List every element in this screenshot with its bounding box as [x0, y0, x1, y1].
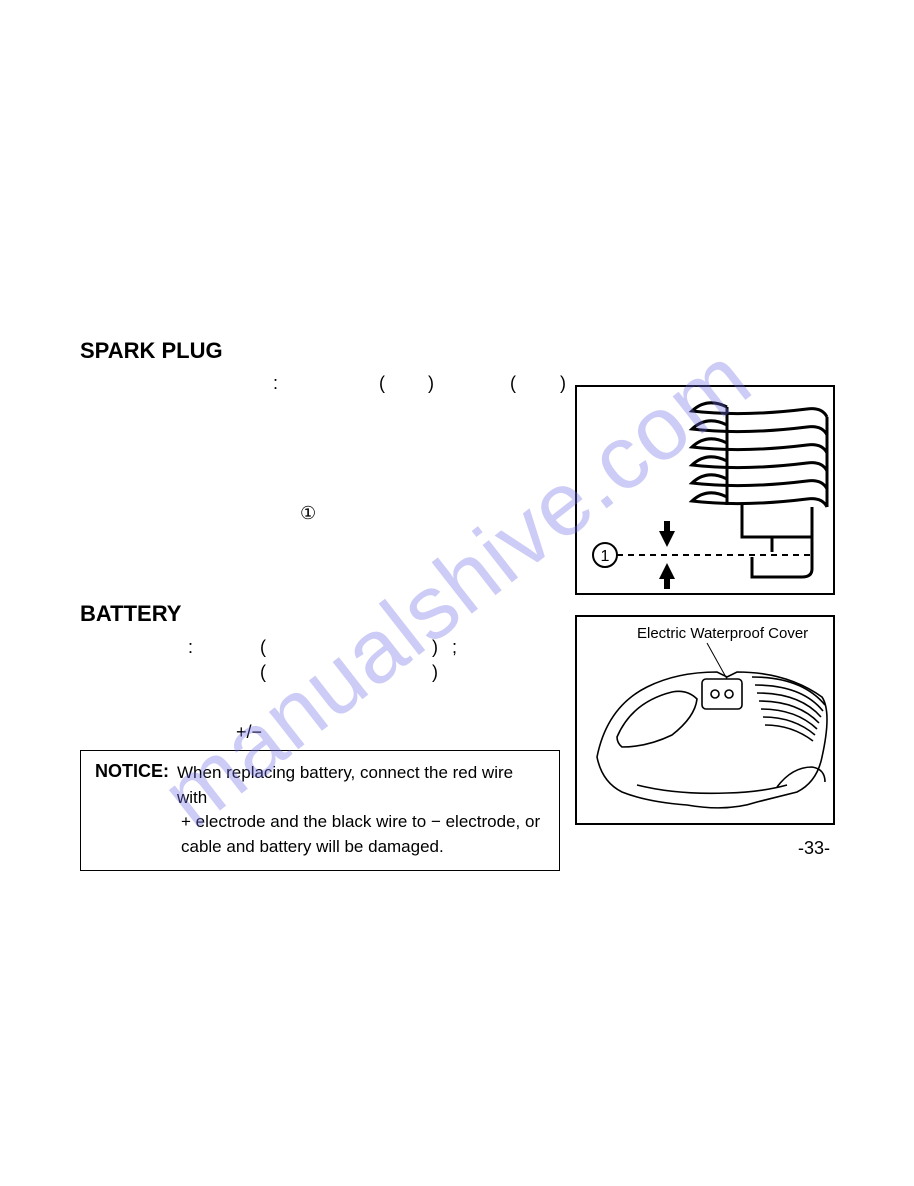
spark-plug-gap-svg: 1 [577, 387, 837, 597]
notice-line1: When replacing battery, connect the red … [177, 761, 545, 810]
battery-p1-open: ( [260, 637, 266, 658]
spark-paren1-close: ) [428, 373, 434, 394]
battery-semicolon: ; [452, 637, 457, 658]
heading-spark-plug: SPARK PLUG [80, 338, 223, 364]
battery-p1-close: ) [432, 637, 438, 658]
battery-p2-open: ( [260, 662, 266, 683]
battery-plus-minus: +/− [236, 722, 262, 743]
battery-p2-close: ) [432, 662, 438, 683]
spark-paren1-open: ( [379, 373, 385, 394]
page-number: -33- [798, 838, 830, 859]
figure2-caption: Electric Waterproof Cover [637, 625, 808, 642]
figure-waterproof-cover: Electric Waterproof Cover [575, 615, 835, 825]
document-page: manualshive.com SPARK PLUG : ( ) ( ) ① B… [0, 0, 914, 1186]
figure-spark-plug-gap: 1 [575, 385, 835, 595]
svg-text:1: 1 [601, 548, 610, 565]
notice-line2: + electrode and the black wire to − elec… [181, 810, 545, 835]
battery-colon: : [188, 637, 193, 658]
circled-one-body: ① [300, 503, 316, 524]
notice-box: NOTICE: When replacing battery, connect … [80, 750, 560, 871]
notice-line3: cable and battery will be damaged. [181, 835, 545, 860]
spark-paren2-close: ) [560, 373, 566, 394]
spark-colon: : [273, 373, 278, 394]
notice-label: NOTICE: [95, 761, 169, 810]
spark-paren2-open: ( [510, 373, 516, 394]
waterproof-cover-svg [577, 617, 837, 827]
heading-battery: BATTERY [80, 601, 181, 627]
